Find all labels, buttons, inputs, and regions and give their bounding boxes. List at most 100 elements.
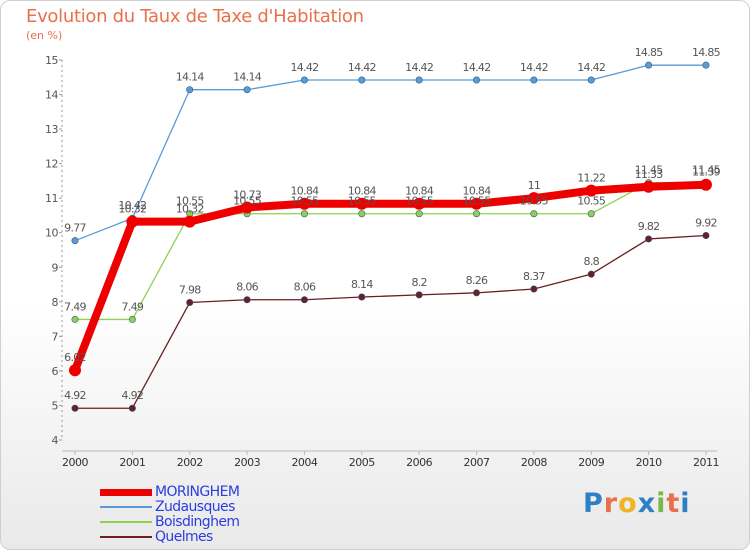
data-label: 10.84	[290, 185, 319, 198]
y-tick-label: 6	[52, 365, 59, 378]
data-point	[587, 270, 595, 278]
data-point	[300, 76, 308, 84]
data-point	[243, 296, 251, 304]
data-point	[587, 76, 595, 84]
data-label: 11.33	[635, 168, 664, 181]
data-label: 14.14	[233, 71, 262, 84]
data-point	[473, 210, 481, 218]
data-point	[126, 215, 139, 228]
y-tick-label: 14	[45, 89, 58, 102]
data-point	[473, 76, 481, 84]
data-label: 8.2	[411, 276, 426, 289]
data-point	[642, 180, 655, 193]
legend-label: Zudausques	[155, 499, 235, 515]
proxiti-logo: Proxiti	[583, 488, 691, 519]
data-label: 14.14	[176, 71, 205, 84]
data-label: 10.55	[176, 195, 205, 208]
data-label: 8.8	[584, 255, 600, 268]
legend-swatch	[100, 506, 152, 508]
y-tick-label: 4	[52, 434, 59, 447]
data-label: 8.37	[523, 270, 545, 283]
data-point	[243, 86, 251, 94]
data-label: 10.84	[463, 185, 492, 198]
data-point	[186, 299, 194, 307]
y-tick-label: 13	[45, 123, 58, 136]
y-tick-label: 8	[52, 296, 59, 309]
logo-letter: P	[583, 488, 604, 519]
data-point	[128, 315, 136, 323]
x-tick-label: 2009	[578, 456, 604, 469]
data-label: 11.22	[577, 172, 605, 185]
data-label: 9.92	[695, 216, 717, 229]
data-point	[183, 215, 196, 228]
data-label: 14.42	[348, 61, 376, 74]
data-point	[587, 210, 595, 218]
data-label: 8.14	[351, 278, 373, 291]
data-point	[699, 178, 712, 191]
legend-swatch	[100, 489, 152, 496]
data-label: 10.42	[118, 199, 146, 212]
y-tick-label: 7	[52, 330, 59, 343]
y-tick-label: 5	[52, 399, 59, 412]
axes: 4 5 6 7 8 9 10 11 12 13 14 15 2000 2001 2002 2003 2004 20…	[45, 54, 719, 469]
data-label: 11.45	[692, 164, 721, 177]
chart-subtitle: (en %)	[26, 29, 63, 42]
data-point	[585, 184, 598, 197]
y-tick-label: 12	[45, 158, 58, 171]
x-tick-label: 2007	[464, 456, 490, 469]
data-point	[71, 404, 79, 412]
data-label: 10.55	[233, 195, 262, 208]
data-point	[702, 231, 710, 239]
data-label: 8.06	[236, 281, 258, 294]
data-label: 10.55	[348, 195, 377, 208]
data-point	[473, 289, 481, 297]
data-point	[186, 86, 194, 94]
data-label: 7.49	[64, 300, 86, 313]
data-point	[702, 61, 710, 69]
data-point	[530, 210, 538, 218]
y-tick-label: 15	[45, 54, 58, 67]
data-label: 14.42	[405, 61, 433, 74]
series-layer	[69, 61, 712, 412]
legend-swatch	[100, 536, 152, 538]
series-line-moringhem	[71, 180, 710, 375]
x-tick-label: 2006	[406, 456, 432, 469]
data-point	[300, 296, 308, 304]
data-point	[645, 235, 653, 243]
data-label: 11	[528, 179, 541, 192]
x-tick-label: 2002	[177, 456, 203, 469]
y-tick-label: 9	[52, 261, 59, 274]
series-line-boisdinghem	[74, 181, 707, 321]
data-label: 14.42	[290, 61, 318, 74]
data-point	[71, 315, 79, 323]
data-point	[527, 192, 540, 205]
legend-label: MORINGHEM	[155, 484, 240, 500]
logo-letter: o	[618, 488, 638, 519]
logo-letter: x	[637, 488, 657, 519]
data-label: 11.45	[635, 164, 664, 177]
data-label: 14.85	[692, 46, 721, 59]
data-point	[645, 61, 653, 69]
data-label: 6.02	[64, 351, 86, 364]
data-point	[355, 197, 368, 210]
data-label: 4.92	[122, 389, 144, 402]
chart-title: Evolution du Taux de Taxe d'Habitation	[26, 6, 364, 27]
data-label: 14.42	[463, 61, 491, 74]
data-point	[415, 291, 423, 299]
data-label: 10.73	[233, 189, 262, 202]
data-point	[358, 210, 366, 218]
logo-letter: i	[656, 488, 667, 519]
x-tick-label: 2000	[62, 456, 88, 469]
data-point	[300, 210, 308, 218]
data-label: 10.55	[463, 195, 492, 208]
data-point	[413, 197, 426, 210]
data-label: 10.55	[520, 195, 549, 208]
data-label: 10.32	[118, 203, 146, 216]
data-label: 9.82	[638, 220, 660, 233]
data-label: 10.55	[290, 195, 319, 208]
x-tick-label: 2010	[636, 456, 662, 469]
data-label: 7.49	[122, 300, 144, 313]
